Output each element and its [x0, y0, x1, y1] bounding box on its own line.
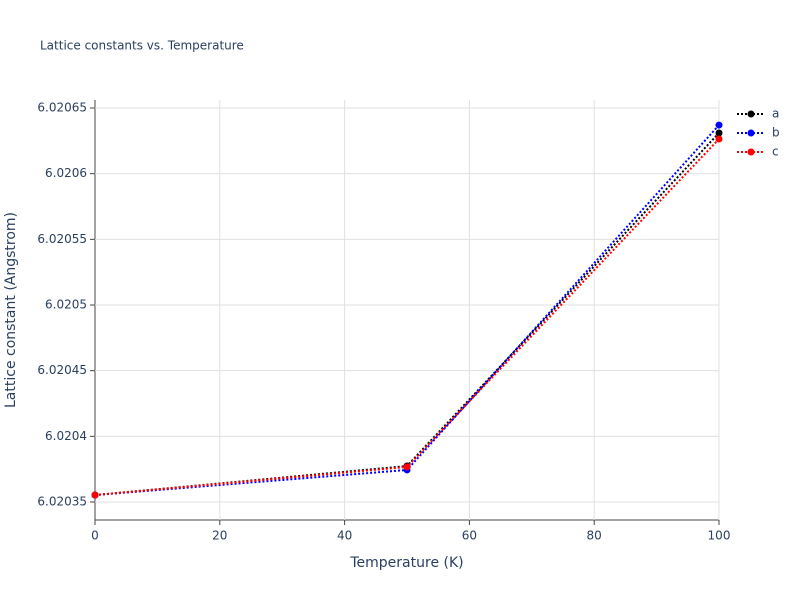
data-point: [91, 491, 99, 499]
y-tick-label: 6.0206: [45, 166, 87, 180]
series-line: [94, 132, 720, 497]
legend-marker: [747, 110, 755, 118]
x-tick-label: 100: [708, 529, 731, 543]
y-tick-label: 6.02065: [37, 101, 87, 115]
y-tick-label: 6.0205: [45, 298, 87, 312]
series-line: [94, 124, 720, 497]
y-tick-label: 6.02055: [37, 232, 87, 246]
x-tick-label: 0: [91, 529, 99, 543]
series-line: [94, 138, 720, 497]
data-point: [715, 135, 723, 143]
x-tick-label: 20: [212, 529, 227, 543]
chart-title: Lattice constants vs. Temperature: [40, 39, 244, 53]
y-tick-label: 6.02035: [37, 495, 87, 509]
legend-label: b: [772, 126, 780, 140]
legend-marker: [747, 148, 755, 156]
x-tick-label: 60: [462, 529, 477, 543]
y-tick-label: 6.02045: [37, 363, 87, 377]
legend-marker: [747, 129, 755, 137]
legend-label: a: [772, 107, 779, 121]
data-point: [715, 129, 723, 137]
y-tick-label: 6.0204: [45, 429, 87, 443]
data-point: [715, 121, 723, 129]
legend-label: c: [772, 145, 779, 159]
x-tick-label: 40: [337, 529, 352, 543]
y-axis-title: Lattice constant (Angstrom): [3, 212, 19, 408]
data-point: [403, 463, 411, 471]
x-tick-label: 80: [587, 529, 602, 543]
x-axis-title: Temperature (K): [349, 555, 463, 571]
